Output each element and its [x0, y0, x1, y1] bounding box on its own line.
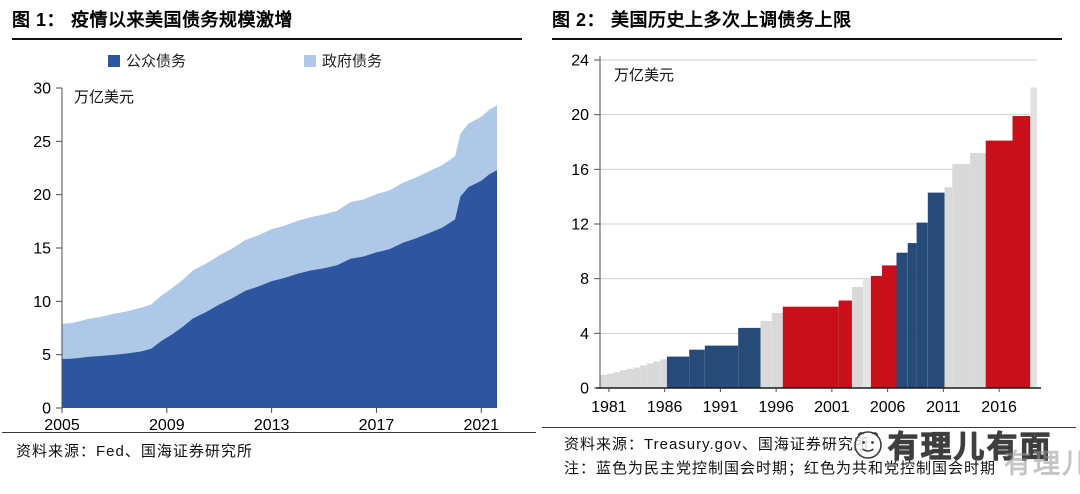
ceiling-bar-2010: [927, 192, 945, 388]
ceiling-bar-2011.5: [944, 187, 953, 388]
ceiling-bar-2008.2: [907, 243, 917, 388]
gov-debt-swatch: [304, 54, 317, 67]
svg-text:1996: 1996: [758, 399, 794, 416]
legend-item-gov-debt: 政府债务: [304, 50, 382, 71]
ceiling-bar-1997: [782, 306, 839, 388]
debt-ceiling-bars: [600, 87, 1037, 389]
svg-text:0: 0: [580, 381, 589, 398]
y-axis: 0 4 8 12 16 20 24: [571, 53, 601, 398]
svg-text:2017: 2017: [359, 417, 395, 434]
svg-text:5: 5: [42, 347, 51, 364]
ceiling-bar-2017.6: [1012, 116, 1031, 388]
ceiling-bar-2009: [916, 222, 928, 388]
svg-text:2006: 2006: [870, 399, 906, 416]
svg-text:16: 16: [571, 162, 589, 179]
svg-text:4: 4: [580, 326, 589, 343]
ceiling-bar-2004.9: [870, 275, 882, 388]
figure-1-heading: 疫情以来美国债务规模激增: [71, 10, 294, 30]
svg-text:2013: 2013: [254, 417, 290, 434]
svg-text:30: 30: [33, 81, 51, 98]
svg-text:2005: 2005: [44, 417, 80, 434]
gov-debt-label: 政府债务: [322, 53, 383, 70]
figure-2-heading: 美国历史上多次上调债务上限: [611, 10, 852, 30]
ceiling-bar-2004.2: [863, 278, 871, 388]
y-axis: 0 5 10 15 20 25 30: [33, 81, 63, 418]
public-debt-label: 公众债务: [126, 53, 187, 70]
debt-ceiling-bar-chart: 0 4 8 12 16 20 24 万亿美元 1981 1986 1991 1996 2001 2006 2…: [571, 53, 1041, 416]
figure-1-legend: 公众债务 政府债务: [108, 50, 382, 71]
svg-text:20: 20: [33, 187, 51, 204]
svg-text:2009: 2009: [149, 417, 185, 434]
svg-text:15: 15: [33, 241, 51, 258]
ceiling-bar-2002: [838, 300, 852, 388]
ceiling-bar-2003.2: [851, 286, 863, 388]
ceiling-bar-1986.6: [666, 356, 690, 388]
svg-text:8: 8: [580, 271, 589, 288]
svg-text:1981: 1981: [591, 399, 627, 416]
ceiling-bar-2013.8: [970, 152, 986, 388]
svg-text:24: 24: [571, 53, 589, 70]
y-axis-unit-label: 万亿美元: [614, 67, 674, 84]
us-debt-stacked-area-chart: 0 5 10 15 20 25 30 万亿美元 2005 2009 2013 2017 2021: [33, 81, 499, 435]
public-debt-swatch: [108, 54, 120, 67]
figure-1-panel: 图 1： 疫情以来美国债务规模激增 公众债务 政府债务 0 5 10 15 20 25 30 万…: [2, 6, 536, 460]
svg-text:2021: 2021: [463, 417, 499, 434]
figure-2-number: 图 2：: [552, 10, 606, 30]
svg-text:2001: 2001: [814, 399, 850, 416]
svg-text:12: 12: [571, 217, 589, 234]
svg-text:25: 25: [33, 134, 51, 151]
ceiling-bar-1996: [771, 312, 783, 388]
ceiling-bar-1986: [660, 359, 667, 388]
svg-text:1991: 1991: [703, 399, 739, 416]
svg-text:10: 10: [33, 294, 51, 311]
svg-text:2011: 2011: [926, 399, 961, 416]
ceiling-bar-2005.9: [882, 265, 897, 388]
ceiling-bar-1993: [738, 327, 761, 388]
ceiling-bar-2015.2: [985, 140, 1013, 388]
figure-1-source: 资料来源：Fed、国海证券研究所: [16, 443, 253, 460]
ceiling-bar-2007.2: [896, 252, 908, 388]
svg-text:1986: 1986: [647, 399, 683, 416]
figure-1-bottom-rule: [2, 432, 536, 433]
x-axis: 2005 2009 2013 2017 2021: [44, 408, 499, 434]
figure-2-panel: 图 2： 美国历史上多次上调债务上限 0 4 8 12 16 20 24 万亿美元 1981 198…: [540, 0, 1080, 494]
ceiling-bar-1980.6: [600, 375, 607, 388]
figure-1-number: 图 1：: [12, 10, 66, 30]
gov-debt-area: [62, 105, 497, 359]
figure-2-title: 图 2： 美国历史上多次上调债务上限: [552, 6, 1062, 40]
ceiling-bar-1982.4: [620, 370, 627, 388]
svg-text:20: 20: [571, 107, 589, 124]
legend-item-public-debt: 公众债务: [108, 50, 186, 71]
ceiling-bar-1983: [626, 368, 634, 388]
ceiling-bar-1990: [704, 345, 739, 388]
figure-1-title: 图 1： 疫情以来美国债务规模激增: [12, 6, 522, 40]
ceiling-bar-1984.8: [646, 363, 654, 388]
x-axis: 1981 1986 1991 1996 2001 2006 2011 2016: [591, 388, 1017, 416]
ceiling-bar-1981.8: [613, 372, 621, 388]
public-debt-area: [62, 170, 497, 408]
y-axis-unit-label: 万亿美元: [74, 89, 134, 106]
ceiling-bar-2019.2: [1030, 87, 1037, 389]
ceiling-bar-1985.4: [653, 361, 661, 388]
ceiling-bar-1995: [760, 321, 772, 388]
figure-2-source: 资料来源：Treasury.gov、国海证券研究所: [564, 436, 870, 453]
ceiling-bar-1988.6: [689, 349, 705, 388]
ceiling-bar-1984.2: [640, 365, 647, 388]
ceiling-bar-1983.6: [633, 367, 641, 388]
figure-2-note: 注：蓝色为民主党控制国会时期；红色为共和党控制国会时期: [564, 460, 997, 477]
svg-text:0: 0: [42, 401, 51, 418]
figure-2-bottom-rule: [542, 427, 1076, 428]
ceiling-bar-2012.2: [952, 163, 971, 388]
ceiling-bar-1981.2: [606, 373, 614, 388]
svg-text:2016: 2016: [981, 399, 1017, 416]
